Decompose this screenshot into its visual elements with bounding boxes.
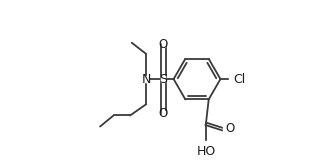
Text: S: S xyxy=(159,73,167,86)
Text: Cl: Cl xyxy=(233,73,245,86)
Text: O: O xyxy=(159,38,168,51)
Bar xyxy=(201,141,211,149)
Bar xyxy=(162,42,165,47)
Bar xyxy=(223,125,227,131)
Text: N: N xyxy=(141,73,151,86)
Bar xyxy=(144,76,148,82)
Text: O: O xyxy=(159,107,168,120)
Bar xyxy=(162,76,165,82)
Text: HO: HO xyxy=(196,145,216,158)
Bar xyxy=(162,111,165,117)
Text: O: O xyxy=(225,122,234,135)
Bar xyxy=(229,76,237,82)
